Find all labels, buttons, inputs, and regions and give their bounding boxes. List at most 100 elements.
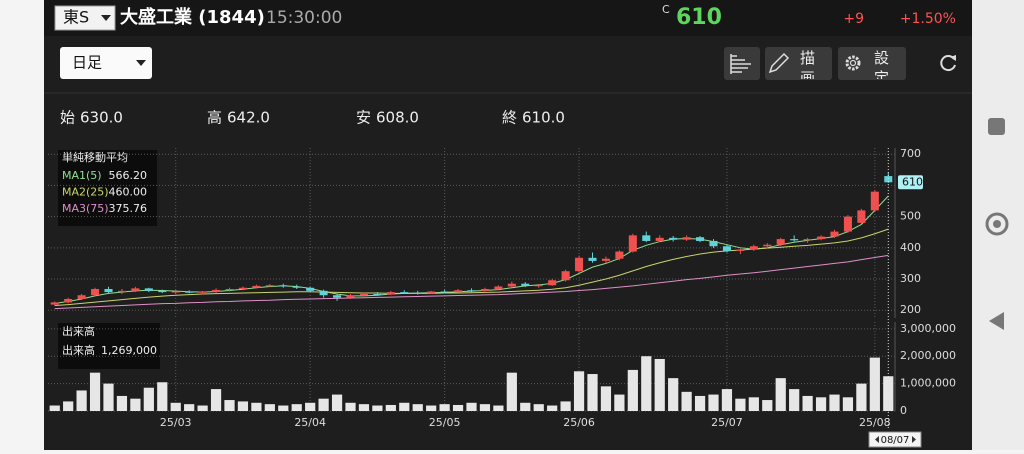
volume-bar <box>264 404 275 411</box>
y-tick-label: 2,000,000 <box>900 349 956 362</box>
volume-bar <box>654 358 665 411</box>
volume-legend-name: 出来高 <box>62 343 95 357</box>
gear-icon <box>845 55 861 71</box>
x-tick-label: 25/03 <box>160 416 192 429</box>
x-tick-label: 25/07 <box>711 416 743 429</box>
price-flag: C <box>662 3 670 16</box>
volume-legend-title: 出来高 <box>62 324 95 338</box>
volume-bar <box>708 394 719 411</box>
change-pct: +1.50% <box>900 11 956 27</box>
volume-bar <box>694 395 706 411</box>
candle-body <box>212 289 221 292</box>
volume-bar <box>305 402 316 411</box>
time: 15:30:00 <box>266 8 342 28</box>
volume-bar <box>721 389 733 411</box>
candle-body <box>817 236 826 240</box>
ma-legend-value: 566.20 <box>109 169 148 182</box>
candle-body <box>790 239 799 241</box>
volume-bar <box>103 383 114 411</box>
dropdown-arrow <box>101 15 111 21</box>
price-tag: 610 <box>902 175 923 188</box>
candle-body <box>521 283 530 286</box>
candle-body <box>507 283 516 287</box>
candle-body <box>588 257 597 261</box>
candle-body <box>225 288 234 290</box>
candle-body <box>346 295 355 298</box>
volume-bar <box>385 404 396 411</box>
volume-bar <box>573 371 585 411</box>
volume-bar <box>157 382 168 411</box>
candle-body <box>628 235 637 252</box>
market: 東S <box>63 8 89 27</box>
candle-body <box>494 286 503 289</box>
volume-bar <box>251 402 262 411</box>
volume-bar <box>291 404 302 411</box>
volume-bar <box>668 378 679 411</box>
settings-button[interactable] <box>838 47 906 80</box>
candle-body <box>171 291 180 293</box>
candle-body <box>198 291 207 293</box>
price: 610 <box>676 5 722 30</box>
volume-bar <box>184 404 195 411</box>
candle-body <box>292 286 301 288</box>
candle-body <box>77 295 86 299</box>
ma-legend-name: MA1(5) <box>62 169 102 182</box>
volume-bar <box>748 397 759 411</box>
x-tick-label: 25/08 <box>859 416 891 429</box>
volume-bar <box>789 389 800 411</box>
nav-home-dot <box>993 220 1001 228</box>
volume-bar <box>331 394 343 411</box>
candle-body <box>319 290 328 296</box>
volume-bar <box>372 405 383 411</box>
mark-layer <box>49 148 894 430</box>
volume-bar <box>130 398 141 411</box>
volume-bar <box>520 402 531 411</box>
volume-bar <box>399 402 410 411</box>
volume-bar <box>775 378 786 411</box>
candle-body <box>252 285 261 288</box>
volume-bar <box>210 389 222 411</box>
candle-body <box>561 271 570 281</box>
volume-bar <box>829 394 840 411</box>
volume-legend <box>58 323 160 369</box>
nav-back[interactable] <box>989 312 1004 330</box>
volume-bar <box>116 395 128 411</box>
volume-bar <box>842 397 854 411</box>
volume-bar <box>466 402 477 411</box>
candle-body <box>548 280 557 286</box>
ohlc-label: 始 <box>60 109 75 127</box>
volume-bar <box>197 405 208 411</box>
ma-legend-title: 単純移動平均 <box>62 150 128 164</box>
volume-bar <box>439 404 450 411</box>
candle-body <box>427 291 436 294</box>
ohlc-value: 630.0 <box>80 109 123 127</box>
volume-bar <box>627 369 638 411</box>
volume-bar <box>547 405 558 411</box>
volume-bar <box>345 402 356 411</box>
period-select[interactable] <box>60 47 152 79</box>
gear-hub <box>849 59 857 67</box>
candle-body <box>467 290 476 292</box>
ma-legend-name: MA2(25) <box>62 186 109 199</box>
volume-bar <box>318 398 329 411</box>
candle-body <box>91 288 100 296</box>
ma-legend <box>58 150 157 226</box>
refresh-icon[interactable] <box>940 55 956 72</box>
volume-bar <box>63 401 74 411</box>
x-tick-label: 25/05 <box>429 416 461 429</box>
volume-bar <box>76 390 87 411</box>
candle-body <box>857 210 866 223</box>
volume-bar <box>237 401 249 411</box>
candle-body <box>884 176 893 183</box>
stock-name: 大盛工業 (1844) <box>120 6 265 28</box>
ma-legend-name: MA3(75) <box>62 202 109 215</box>
change: +9 <box>843 11 864 27</box>
volume-bar <box>641 356 652 411</box>
nav-recent[interactable] <box>988 118 1005 135</box>
draw-label-box: 描画 <box>800 49 815 79</box>
candle-body <box>870 191 879 211</box>
candle-body <box>50 302 59 305</box>
volume-bar <box>681 391 692 411</box>
nav-home[interactable] <box>985 212 1009 236</box>
